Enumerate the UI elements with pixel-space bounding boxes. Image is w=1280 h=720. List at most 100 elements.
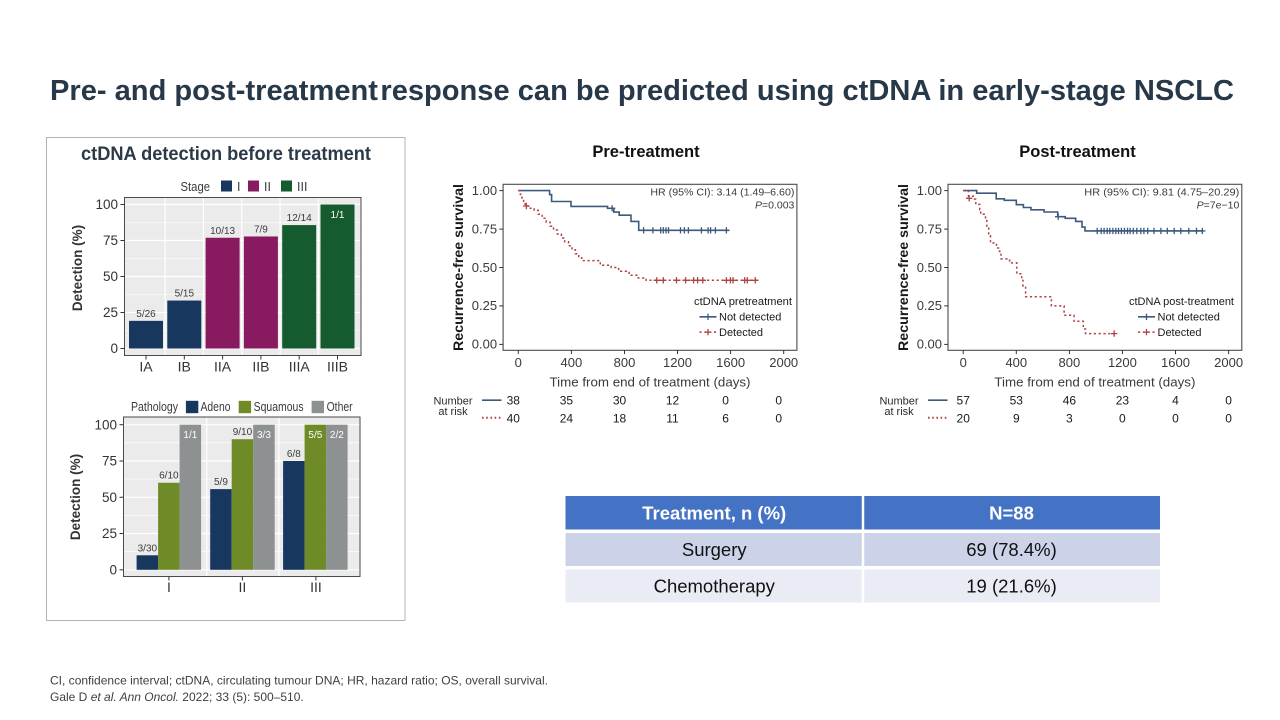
svg-text:0: 0	[775, 394, 782, 408]
svg-text:Detected: Detected	[719, 327, 763, 339]
svg-text:0: 0	[722, 394, 729, 408]
svg-text:0: 0	[1172, 411, 1179, 425]
svg-text:0: 0	[960, 355, 967, 370]
svg-text:35: 35	[560, 394, 574, 408]
svg-text:0.75: 0.75	[472, 221, 497, 236]
svg-text:0: 0	[775, 411, 782, 425]
svg-text:IIA: IIA	[214, 359, 232, 375]
svg-text:20: 20	[957, 411, 971, 425]
svg-text:Squamous: Squamous	[254, 400, 304, 414]
svg-text:5/15: 5/15	[175, 289, 195, 300]
svg-text:P=0.003: P=0.003	[755, 200, 795, 212]
svg-text:HR (95% CI): 3.14 (1.49–6.60): HR (95% CI): 3.14 (1.49–6.60)	[650, 187, 794, 199]
svg-text:800: 800	[614, 355, 636, 370]
svg-text:N=88: N=88	[989, 503, 1034, 524]
svg-text:Recurrence-free survival: Recurrence-free survival	[895, 184, 911, 351]
svg-text:ctDNA post-treatment: ctDNA post-treatment	[1129, 296, 1235, 308]
svg-text:0.00: 0.00	[917, 337, 942, 352]
svg-text:Pathology: Pathology	[131, 400, 179, 414]
svg-text:Detected: Detected	[1158, 327, 1202, 339]
svg-text:Pre- and post-treatment respon: Pre- and post-treatment response can be …	[50, 75, 1234, 107]
svg-text:5/26: 5/26	[136, 309, 156, 320]
svg-text:Number: Number	[433, 396, 472, 408]
svg-text:400: 400	[561, 355, 583, 370]
svg-text:I: I	[237, 180, 240, 194]
svg-text:1600: 1600	[716, 355, 745, 370]
svg-text:IA: IA	[139, 359, 153, 375]
svg-text:0: 0	[109, 562, 117, 577]
svg-text:Chemotherapy: Chemotherapy	[654, 575, 776, 596]
svg-text:5/5: 5/5	[308, 430, 322, 441]
svg-text:ctDNA detection before treatme: ctDNA detection before treatment	[81, 144, 372, 165]
svg-text:7/9: 7/9	[254, 224, 268, 235]
svg-text:23: 23	[1116, 394, 1130, 408]
svg-text:10/13: 10/13	[210, 226, 235, 237]
svg-text:6/10: 6/10	[159, 471, 179, 482]
svg-text:0.25: 0.25	[917, 298, 942, 313]
svg-text:0.75: 0.75	[917, 221, 942, 236]
svg-text:ctDNA pretreatment: ctDNA pretreatment	[694, 296, 793, 308]
svg-text:75: 75	[103, 233, 118, 248]
svg-text:Stage: Stage	[181, 180, 211, 194]
svg-text:6: 6	[722, 411, 729, 425]
svg-text:75: 75	[102, 454, 117, 469]
svg-text:Number: Number	[879, 396, 918, 408]
svg-text:IIIB: IIIB	[327, 359, 348, 375]
svg-text:0.00: 0.00	[472, 337, 497, 352]
svg-text:30: 30	[613, 394, 627, 408]
svg-text:3/3: 3/3	[257, 430, 271, 441]
svg-text:12/14: 12/14	[287, 213, 312, 224]
svg-text:18: 18	[613, 411, 627, 425]
svg-text:1200: 1200	[663, 355, 692, 370]
svg-text:400: 400	[1005, 355, 1027, 370]
svg-text:4: 4	[1172, 394, 1179, 408]
svg-text:Other: Other	[327, 400, 353, 414]
svg-text:1.00: 1.00	[917, 183, 942, 198]
svg-text:1/1: 1/1	[331, 210, 345, 221]
svg-text:IIB: IIB	[252, 359, 269, 375]
svg-text:100: 100	[94, 417, 117, 432]
svg-text:3: 3	[1066, 411, 1073, 425]
svg-text:III: III	[297, 180, 307, 194]
svg-text:50: 50	[102, 490, 117, 505]
svg-text:Adeno: Adeno	[201, 400, 231, 414]
svg-text:6/8: 6/8	[287, 449, 301, 460]
svg-text:100: 100	[95, 197, 118, 212]
svg-text:12: 12	[666, 394, 680, 408]
svg-text:P=7e−10: P=7e−10	[1197, 200, 1240, 212]
svg-text:0.50: 0.50	[917, 260, 942, 275]
svg-text:Not detected: Not detected	[1158, 312, 1220, 324]
svg-text:at risk: at risk	[438, 406, 468, 418]
svg-text:0: 0	[1119, 411, 1126, 425]
svg-text:1.00: 1.00	[472, 183, 497, 198]
svg-text:0: 0	[1225, 411, 1232, 425]
svg-text:800: 800	[1059, 355, 1081, 370]
svg-text:Treatment, n (%): Treatment, n (%)	[642, 503, 786, 524]
svg-text:19 (21.6%): 19 (21.6%)	[966, 575, 1057, 596]
svg-text:IIIA: IIIA	[289, 359, 311, 375]
svg-text:11: 11	[666, 411, 679, 425]
svg-text:II: II	[264, 180, 271, 194]
svg-text:1/1: 1/1	[183, 430, 197, 441]
svg-text:2000: 2000	[769, 355, 798, 370]
svg-text:HR (95% CI): 9.81 (4.75–20.29): HR (95% CI): 9.81 (4.75–20.29)	[1084, 187, 1239, 199]
svg-text:II: II	[239, 579, 247, 595]
svg-text:5/9: 5/9	[214, 477, 228, 488]
svg-text:0: 0	[515, 355, 522, 370]
svg-text:I: I	[167, 579, 171, 595]
svg-text:25: 25	[102, 526, 117, 541]
svg-text:Detection (%): Detection (%)	[68, 454, 83, 540]
svg-text:57: 57	[957, 394, 971, 408]
svg-text:Time from end of treatment (da: Time from end of treatment (days)	[994, 375, 1195, 390]
svg-text:1600: 1600	[1161, 355, 1190, 370]
svg-text:24: 24	[560, 411, 574, 425]
svg-text:Recurrence-free survival: Recurrence-free survival	[450, 184, 466, 351]
svg-text:CI, confidence interval; ctDNA: CI, confidence interval; ctDNA, circulat…	[50, 674, 548, 688]
svg-text:Post-treatment: Post-treatment	[1019, 143, 1136, 161]
svg-text:0: 0	[1225, 394, 1232, 408]
svg-text:Gale D et al. Ann Oncol. 2022;: Gale D et al. Ann Oncol. 2022; 33 (5): 5…	[50, 690, 304, 704]
svg-text:Not detected: Not detected	[719, 312, 781, 324]
svg-text:40: 40	[507, 411, 521, 425]
svg-text:46: 46	[1063, 394, 1077, 408]
svg-text:Surgery: Surgery	[682, 539, 748, 560]
